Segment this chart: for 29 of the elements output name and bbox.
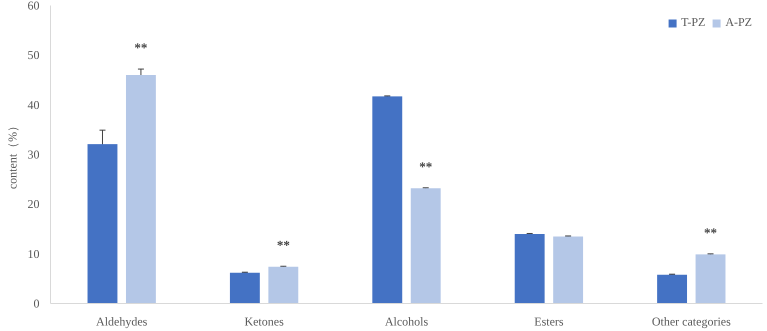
bar xyxy=(696,254,726,304)
y-tick-label: 20 xyxy=(28,197,40,212)
annotation: ** xyxy=(276,237,290,252)
y-tick-label: 60 xyxy=(28,0,40,12)
x-tick-label: Esters xyxy=(534,314,564,328)
bar xyxy=(126,75,156,304)
legend-label: T-PZ xyxy=(681,15,706,30)
y-axis-title: content（%） xyxy=(6,120,20,190)
bar xyxy=(657,274,688,304)
annotation: ** xyxy=(419,158,432,174)
x-tick-label: Aldehydes xyxy=(96,314,148,328)
y-tick-label: 50 xyxy=(28,48,40,62)
bar xyxy=(268,266,298,304)
x-tick-label: Alcohols xyxy=(384,314,428,328)
bar xyxy=(372,96,402,304)
bar xyxy=(230,272,260,304)
y-tick-label: 40 xyxy=(28,98,40,112)
x-tick-label: Ketones xyxy=(244,314,284,328)
bar xyxy=(88,144,118,304)
x-tick-label: Other categories xyxy=(652,314,732,328)
y-tick-label: 30 xyxy=(28,148,40,162)
y-tick-label: 0 xyxy=(34,296,40,310)
y-tick-label: 10 xyxy=(28,246,40,261)
bar xyxy=(410,188,441,304)
bar xyxy=(514,234,545,304)
annotation: ** xyxy=(704,224,718,240)
annotation: ** xyxy=(134,40,148,56)
legend-label: A-PZ xyxy=(725,15,752,30)
bar xyxy=(553,236,584,304)
